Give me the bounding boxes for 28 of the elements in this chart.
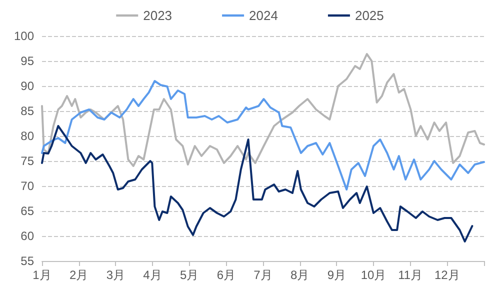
line-series <box>41 80 485 190</box>
line-series <box>41 125 474 242</box>
y-tick-label: 60 <box>20 229 34 243</box>
x-tick-label: 2月 <box>69 268 88 282</box>
y-tick-label: 100 <box>14 29 34 43</box>
y-tick-label: 55 <box>20 254 34 268</box>
legend-label: 2025 <box>354 8 384 23</box>
y-tick-label: 90 <box>20 79 34 93</box>
x-tick-label: 3月 <box>106 268 126 282</box>
x-tick-label: 9月 <box>327 268 346 282</box>
x-tick-label: 4月 <box>143 268 162 282</box>
line-series <box>41 53 485 167</box>
x-tick-label: 12月 <box>434 268 460 282</box>
x-tick-label: 11月 <box>398 268 423 282</box>
x-tick-label: 7月 <box>254 268 272 282</box>
x-tick-label: 6月 <box>216 268 236 282</box>
legend-label: 2023 <box>143 8 172 23</box>
x-tick-label: 10月 <box>360 268 386 282</box>
legend-label: 2024 <box>249 8 278 23</box>
y-tick-label: 70 <box>20 179 34 193</box>
x-tick-label: 1月 <box>32 268 52 282</box>
y-tick-label: 80 <box>20 129 34 143</box>
y-tick-label: 85 <box>20 104 34 118</box>
y-tick-label: 75 <box>20 154 34 168</box>
x-tick-label: 8月 <box>290 268 310 282</box>
y-tick-label: 65 <box>20 204 34 218</box>
x-tick-label: 5月 <box>180 268 199 282</box>
y-tick-label: 95 <box>20 54 34 68</box>
